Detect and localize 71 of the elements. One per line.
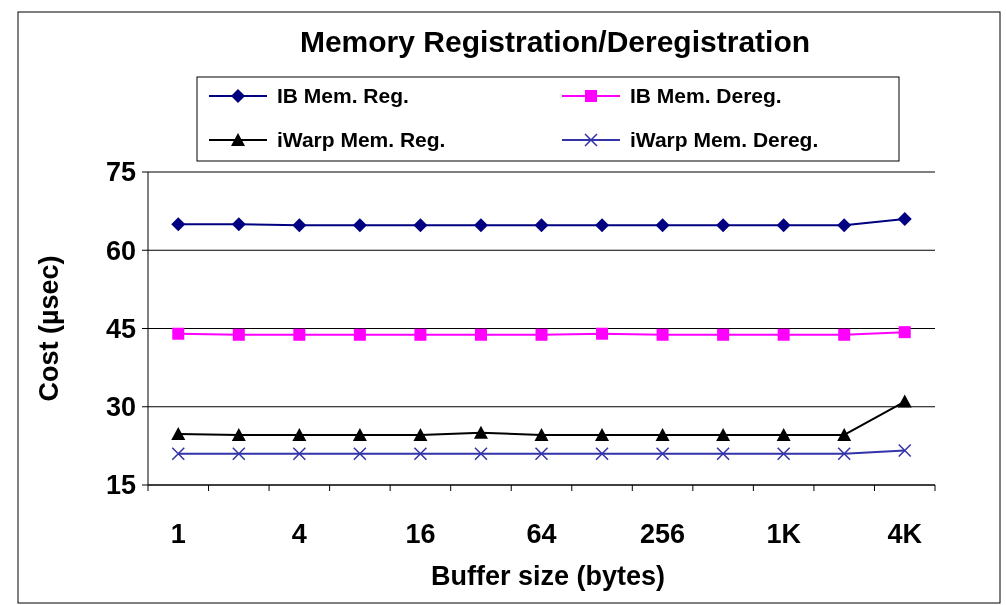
- point: [474, 328, 487, 341]
- point: [534, 427, 549, 441]
- point: [292, 218, 307, 233]
- point: [595, 446, 609, 461]
- point: [776, 218, 791, 233]
- x-axis-title: Buffer size (bytes): [430, 561, 666, 591]
- y-tick-label: 60: [105, 235, 136, 266]
- point: [656, 328, 669, 341]
- x-tick-label: 4: [291, 519, 307, 549]
- point: [898, 326, 911, 339]
- point: [353, 328, 366, 341]
- chart-title: Memory Registration/Deregistration: [299, 25, 811, 58]
- point: [716, 218, 731, 233]
- x-tick-label: 16: [405, 519, 436, 549]
- point: [352, 427, 367, 441]
- point: [352, 218, 367, 233]
- x-tick-label: 1K: [766, 519, 802, 549]
- y-tick-label: 75: [105, 157, 136, 188]
- point: [838, 328, 851, 341]
- point: [837, 218, 852, 233]
- point: [776, 446, 791, 461]
- legend-label: IB Mem. Dereg.: [630, 84, 782, 108]
- point: [231, 217, 246, 232]
- y-tick-label: 15: [105, 470, 136, 501]
- x-tick-label: 256: [640, 519, 686, 549]
- point: [353, 446, 367, 461]
- point: [717, 328, 730, 341]
- legend-label: IB Mem. Reg.: [277, 84, 409, 108]
- point: [414, 328, 427, 341]
- point: [837, 446, 851, 461]
- point: [837, 427, 852, 441]
- point: [292, 446, 307, 461]
- point: [897, 394, 912, 408]
- point: [171, 446, 186, 461]
- point: [716, 446, 730, 461]
- point: [413, 446, 428, 461]
- point: [716, 427, 731, 441]
- x-tick-label: 4K: [887, 519, 923, 549]
- point: [473, 218, 488, 233]
- point: [292, 427, 307, 441]
- point: [171, 426, 186, 440]
- point: [171, 217, 186, 232]
- point: [534, 218, 549, 233]
- x-tick-label: 1: [170, 519, 186, 549]
- point: [172, 327, 185, 340]
- point: [595, 218, 610, 233]
- point: [596, 327, 609, 340]
- point: [897, 211, 912, 226]
- legend-label: iWarp Mem. Dereg.: [630, 128, 819, 152]
- y-axis-title: Cost (µsec): [34, 255, 64, 402]
- point: [897, 443, 912, 458]
- point: [655, 427, 670, 441]
- point: [655, 218, 670, 233]
- point: [595, 427, 610, 441]
- point: [231, 427, 246, 441]
- point: [232, 446, 246, 461]
- point: [777, 328, 790, 341]
- point: [473, 425, 488, 439]
- point: [655, 446, 670, 461]
- point: [535, 328, 548, 341]
- point: [293, 328, 306, 341]
- point: [776, 427, 791, 441]
- legend-label: iWarp Mem. Reg.: [277, 128, 446, 152]
- point: [534, 446, 549, 461]
- y-tick-label: 45: [105, 313, 136, 344]
- point: [232, 328, 245, 341]
- point: [413, 218, 428, 233]
- point: [413, 427, 428, 441]
- x-tick-label: 64: [526, 519, 557, 549]
- y-tick-label: 30: [105, 392, 136, 423]
- point: [474, 446, 488, 461]
